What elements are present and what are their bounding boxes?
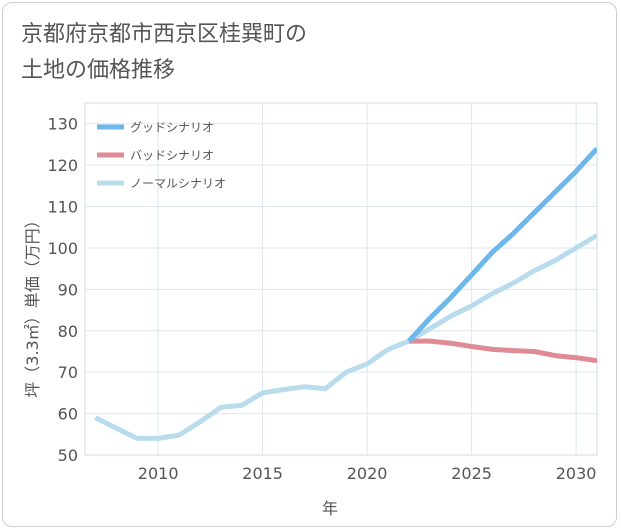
y-tick-label: 120 <box>47 156 78 175</box>
chart-title-line2: 土地の価格推移 <box>21 58 176 83</box>
x-tick-label: 2015 <box>242 464 283 483</box>
x-tick-label: 2010 <box>138 464 179 483</box>
x-tick-label: 2025 <box>451 464 492 483</box>
series-lines <box>94 146 597 441</box>
y-tick-label: 90 <box>58 280 78 299</box>
y-tick-label: 110 <box>47 198 78 217</box>
y-tick-label: 100 <box>47 239 78 258</box>
plot-area-border <box>84 102 598 456</box>
y-axis-title: 坪（3.3㎡）単価（万円） <box>23 212 42 397</box>
y-tick-label: 80 <box>58 322 78 341</box>
series-line-2 <box>94 233 597 441</box>
legend-label-2: ノーマルシナリオ <box>130 177 226 191</box>
chart-title: 京都府京都市西京区桂巽町の 土地の価格推移 <box>21 17 581 89</box>
x-tick-label: 2030 <box>556 464 597 483</box>
legend-label-1: バッドシナリオ <box>130 149 214 163</box>
x-axis-title: 年 <box>322 499 338 518</box>
x-tick-labels: 2010 2015 2020 2025 2030 <box>138 464 597 483</box>
y-tick-label: 60 <box>58 405 78 424</box>
y-tick-label: 70 <box>58 363 78 382</box>
x-tick-label: 2020 <box>347 464 388 483</box>
legend-label-0: グッドシナリオ <box>130 121 214 135</box>
chart-title-line1: 京都府京都市西京区桂巽町の <box>21 22 308 47</box>
y-tick-labels: 50 60 70 80 90 100 110 120 130 <box>47 115 78 465</box>
y-tick-label: 130 <box>47 115 78 134</box>
y-tick-label: 50 <box>58 446 78 465</box>
series-line-0 <box>407 146 597 343</box>
series-line-1 <box>408 338 597 364</box>
